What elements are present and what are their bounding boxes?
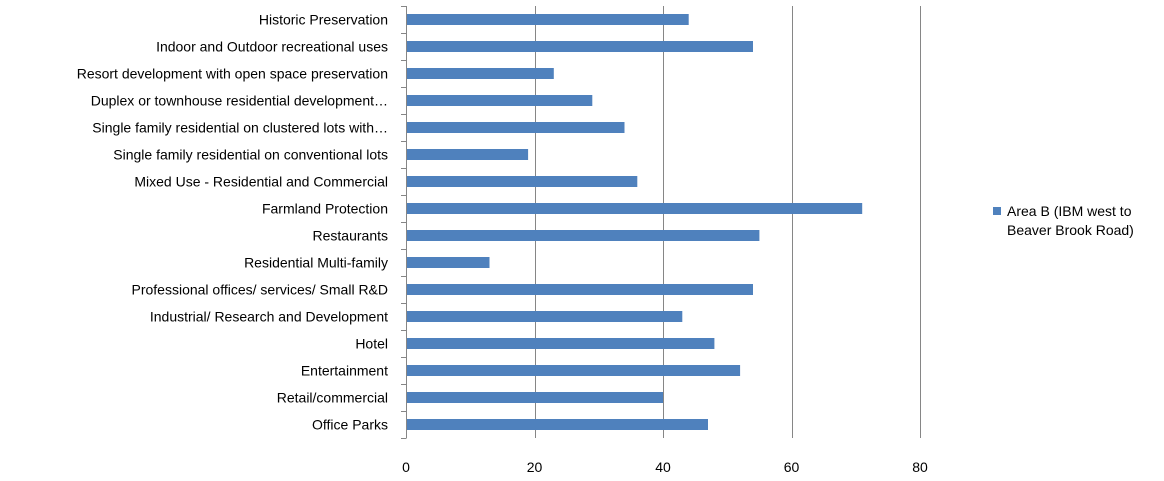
bar-7 xyxy=(407,203,863,214)
category-label-7: Farmland Protection xyxy=(262,201,388,217)
category-label-11: Industrial/ Research and Development xyxy=(150,309,388,325)
category-label-13: Entertainment xyxy=(301,363,388,379)
bar-9 xyxy=(407,257,490,268)
bar-11 xyxy=(407,311,683,322)
bar-13 xyxy=(407,365,741,376)
category-label-8: Restaurants xyxy=(313,228,388,244)
x-tick-label-3: 60 xyxy=(784,459,800,475)
bar-0 xyxy=(407,14,689,25)
category-label-3: Duplex or townhouse residential developm… xyxy=(91,93,388,109)
category-label-6: Mixed Use - Residential and Commercial xyxy=(134,174,388,190)
category-label-14: Retail/commercial xyxy=(277,390,388,406)
x-tick-label-4: 80 xyxy=(912,459,928,475)
bar-5 xyxy=(407,149,529,160)
x-tick-label-0: 0 xyxy=(402,459,410,475)
category-label-1: Indoor and Outdoor recreational uses xyxy=(156,39,388,55)
bar-4 xyxy=(407,122,625,133)
category-label-15: Office Parks xyxy=(312,417,388,433)
x-tick-label-2: 40 xyxy=(655,459,671,475)
bar-15 xyxy=(407,419,708,430)
category-label-2: Resort development with open space prese… xyxy=(77,66,388,82)
category-label-0: Historic Preservation xyxy=(259,12,388,28)
category-label-12: Hotel xyxy=(355,336,388,352)
category-label-5: Single family residential on conventiona… xyxy=(113,147,388,163)
legend-label: Area B (IBM west to Beaver Brook Road) xyxy=(1007,203,1134,238)
bar-6 xyxy=(407,176,638,187)
bar-2 xyxy=(407,68,554,79)
x-tick-label-1: 20 xyxy=(527,459,543,475)
category-label-10: Professional offices/ services/ Small R&… xyxy=(132,282,389,298)
bar-10 xyxy=(407,284,753,295)
bar-1 xyxy=(407,41,753,52)
bar-3 xyxy=(407,95,593,106)
category-label-9: Residential Multi-family xyxy=(244,255,388,271)
bar-14 xyxy=(407,392,663,403)
category-label-4: Single family residential on clustered l… xyxy=(92,120,388,136)
legend-swatch xyxy=(993,207,1001,215)
bar-8 xyxy=(407,230,760,241)
bar-12 xyxy=(407,338,715,349)
